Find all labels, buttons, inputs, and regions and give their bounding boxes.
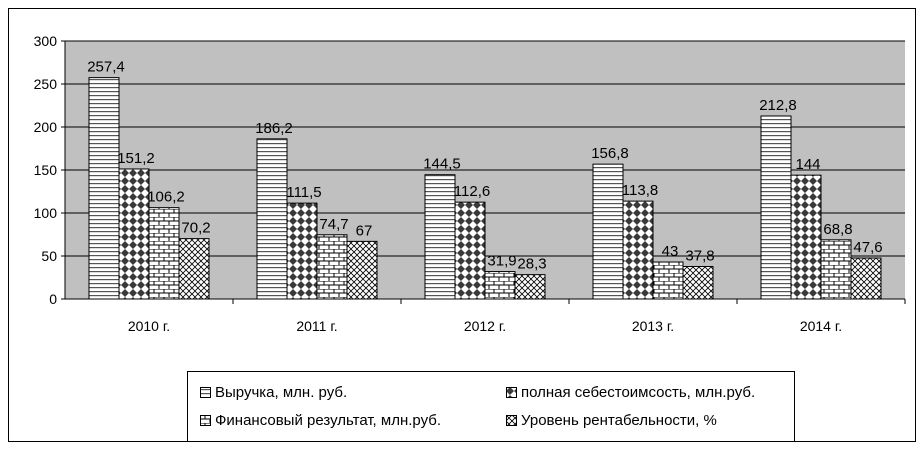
- data-label: 113,8: [622, 182, 658, 199]
- data-label: 144,5: [423, 156, 461, 173]
- legend-item: полная себестоимсость, млн.руб.: [506, 384, 755, 401]
- legend-swatch: [200, 415, 211, 426]
- legend-item: Выручка, млн. руб.: [200, 384, 347, 401]
- y-tick-label: 300: [34, 33, 58, 49]
- legend-label: Выручка, млн. руб.: [215, 384, 348, 401]
- data-label: 144: [795, 156, 820, 173]
- data-label: 74,7: [319, 216, 348, 233]
- data-label: 112,6: [454, 183, 490, 200]
- legend-label: Уровень рентабельности, %: [521, 412, 717, 429]
- data-label: 257,4: [87, 59, 125, 76]
- legend-swatch: [506, 415, 517, 426]
- data-label: 43: [662, 243, 679, 260]
- bar: [682, 265, 714, 300]
- bar: [118, 168, 150, 300]
- chart-legend: Выручка, млн. руб. полная себестоимсость,…: [187, 371, 795, 442]
- x-tick-label: 2010 г.: [128, 318, 170, 334]
- y-tick-label: 150: [34, 162, 58, 178]
- legend-label: Финансовый результат, млн.руб.: [215, 412, 442, 429]
- bar: [454, 201, 486, 300]
- bar-chart: 0 50 100 150 200 250 300 2010 г. 2011 г. 2012 г. 2…: [34, 33, 906, 334]
- data-label: 31,9: [487, 253, 516, 270]
- x-tick-label: 2011 г.: [296, 318, 337, 334]
- data-label: 156,8: [591, 145, 629, 162]
- bar: [316, 234, 348, 300]
- data-label: 68,8: [823, 221, 852, 238]
- y-tick-label: 200: [34, 119, 58, 135]
- legend-swatch: [200, 387, 211, 398]
- legend-swatch: [506, 387, 517, 398]
- chart-frame: 0 50 100 150 200 250 300 2010 г. 2011 г. 2012 г. 2…: [8, 8, 916, 442]
- bar: [256, 138, 288, 300]
- bar: [286, 202, 318, 300]
- data-label: 212,8: [759, 97, 797, 114]
- y-tick-label: 250: [34, 76, 58, 92]
- bar: [424, 174, 456, 300]
- bar: [88, 77, 120, 300]
- data-label: 111,5: [286, 184, 321, 201]
- data-label: 47,6: [853, 239, 882, 256]
- data-label: 186,2: [255, 120, 293, 137]
- data-label: 37,8: [685, 247, 714, 264]
- data-label: 67: [356, 222, 373, 239]
- bar: [850, 257, 882, 300]
- bar: [148, 207, 180, 300]
- bar: [178, 238, 210, 300]
- bar: [346, 240, 378, 300]
- legend-item: Уровень рентабельности, %: [506, 412, 717, 429]
- bar: [622, 200, 654, 300]
- y-tick-label: 100: [34, 205, 58, 221]
- data-label: 28,3: [517, 256, 546, 273]
- data-label: 106,2: [147, 189, 185, 206]
- bar: [652, 261, 684, 300]
- data-label: 70,2: [181, 220, 210, 237]
- legend-label: полная себестоимсость, млн.руб.: [521, 384, 756, 401]
- bar: [820, 239, 852, 300]
- bar: [760, 115, 792, 300]
- x-tick-label: 2013 г.: [632, 318, 674, 334]
- bar: [790, 174, 822, 300]
- bar: [592, 163, 624, 300]
- legend-item: Финансовый результат, млн.руб.: [200, 412, 441, 429]
- bar: [484, 271, 516, 300]
- y-tick-label: 50: [41, 248, 57, 264]
- x-tick-label: 2012 г.: [464, 318, 506, 334]
- data-label: 151,2: [117, 150, 155, 167]
- bar: [514, 274, 546, 300]
- x-tick-label: 2014 г.: [800, 318, 842, 334]
- y-tick-label: 0: [49, 291, 57, 307]
